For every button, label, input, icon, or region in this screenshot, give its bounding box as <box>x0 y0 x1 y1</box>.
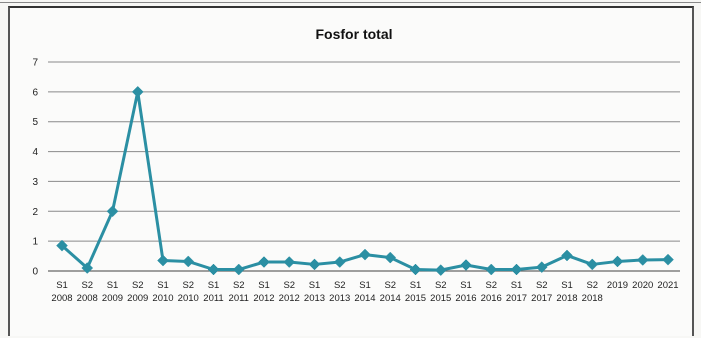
y-tick-label: 0 <box>32 267 38 278</box>
data-point-marker <box>258 256 270 268</box>
data-point-marker <box>106 205 119 218</box>
data-point-marker <box>308 258 321 271</box>
x-tick-label-year: 2012 <box>279 293 300 304</box>
data-point-marker <box>359 248 371 261</box>
data-point-marker <box>460 259 472 271</box>
data-point-marker <box>636 254 649 266</box>
y-tick-label: 4 <box>32 147 38 158</box>
page-edge-line <box>0 2 701 3</box>
data-point-marker <box>207 263 220 276</box>
x-tick-label-semester: S1 <box>56 280 68 291</box>
data-point-marker <box>561 249 573 262</box>
x-tick-label-year: 2008 <box>77 293 98 304</box>
y-tick-label: 5 <box>32 117 38 128</box>
x-tick-label-year: 2014 <box>380 293 401 304</box>
y-axis-ticks: 0 1 2 3 4 5 6 7 <box>32 58 38 278</box>
x-tick-label-semester: S2 <box>485 280 497 291</box>
x-axis-ticks: S1 2008 S2 2008 S1 2009 S2 2009 S1 2010 S2 2010 S1 20… <box>51 280 678 304</box>
y-tick-label: 1 <box>32 237 38 248</box>
data-point-marker <box>157 254 169 267</box>
x-tick-label-year: 2016 <box>455 293 476 304</box>
x-tick-label-year: 2015 <box>405 293 426 304</box>
x-tick-label-semester: S1 <box>561 280 573 291</box>
x-tick-label-year: 2020 <box>632 280 653 291</box>
y-tick-label: 7 <box>32 58 38 69</box>
x-tick-label-semester: S1 <box>309 280 321 291</box>
x-tick-label-year: 2013 <box>329 293 350 304</box>
x-tick-label-semester: S2 <box>283 280 295 291</box>
x-tick-label-semester: S2 <box>233 280 245 291</box>
x-tick-label-year: 2009 <box>127 293 148 304</box>
x-tick-label-year: 2010 <box>152 293 173 304</box>
data-point-marker <box>535 261 548 273</box>
data-point-marker <box>510 263 523 276</box>
x-tick-label-year: 2017 <box>506 293 527 304</box>
x-tick-label-year: 2014 <box>354 293 375 304</box>
x-tick-label-semester: S2 <box>81 280 93 291</box>
y-tick-label: 6 <box>32 87 38 98</box>
x-tick-label-year: 2018 <box>556 293 577 304</box>
data-point-marker <box>434 264 447 276</box>
x-tick-label-year: 2016 <box>481 293 502 304</box>
x-tick-label-semester: S2 <box>586 280 598 291</box>
x-tick-label-semester: S1 <box>107 280 119 291</box>
x-tick-label-semester: S2 <box>334 280 346 291</box>
data-point-marker <box>283 256 296 268</box>
x-tick-label-semester: S1 <box>157 280 169 291</box>
data-point-marker <box>182 255 195 268</box>
data-point-marker <box>56 239 68 252</box>
data-points <box>56 86 674 276</box>
x-tick-label-year: 2011 <box>203 293 223 304</box>
gridlines <box>48 61 680 272</box>
data-point-marker <box>485 263 498 276</box>
x-tick-label-semester: S1 <box>208 280 220 291</box>
x-tick-label-year: 2012 <box>253 293 274 304</box>
x-tick-label-year: 2009 <box>102 293 123 304</box>
data-point-marker <box>611 255 624 268</box>
x-tick-label-semester: S2 <box>182 280 194 291</box>
x-tick-label-year: 2015 <box>430 293 451 304</box>
x-tick-label-year: 2021 <box>657 280 678 291</box>
data-point-marker <box>81 262 94 274</box>
data-point-marker <box>586 258 599 271</box>
x-tick-label-semester: S1 <box>460 280 472 291</box>
y-tick-label: 2 <box>32 207 38 218</box>
x-tick-label-semester: S2 <box>384 280 396 291</box>
data-point-marker <box>333 256 346 268</box>
x-tick-label-year: 2008 <box>51 293 72 304</box>
data-point-marker <box>131 86 144 98</box>
y-tick-label: 3 <box>32 177 38 188</box>
data-point-marker <box>409 263 422 276</box>
x-tick-label-year: 2017 <box>531 293 552 304</box>
x-tick-label-year: 2018 <box>582 293 603 304</box>
x-tick-label-year: 2013 <box>304 293 325 304</box>
x-tick-label-semester: S1 <box>258 280 270 291</box>
x-tick-label-semester: S2 <box>435 280 447 291</box>
x-tick-label-year: 2011 <box>229 293 249 304</box>
x-tick-label-semester: S2 <box>132 280 144 291</box>
x-tick-label-semester: S2 <box>536 280 548 291</box>
x-tick-label-semester: S1 <box>359 280 371 291</box>
data-point-marker <box>384 251 397 264</box>
chart-title: Fosfor total <box>316 26 393 42</box>
x-tick-label-year: 2019 <box>607 280 628 291</box>
x-tick-label-year: 2010 <box>178 293 199 304</box>
x-tick-label-semester: S1 <box>410 280 422 291</box>
x-tick-label-semester: S1 <box>511 280 523 291</box>
data-point-marker <box>662 253 674 266</box>
data-point-marker <box>232 263 245 276</box>
